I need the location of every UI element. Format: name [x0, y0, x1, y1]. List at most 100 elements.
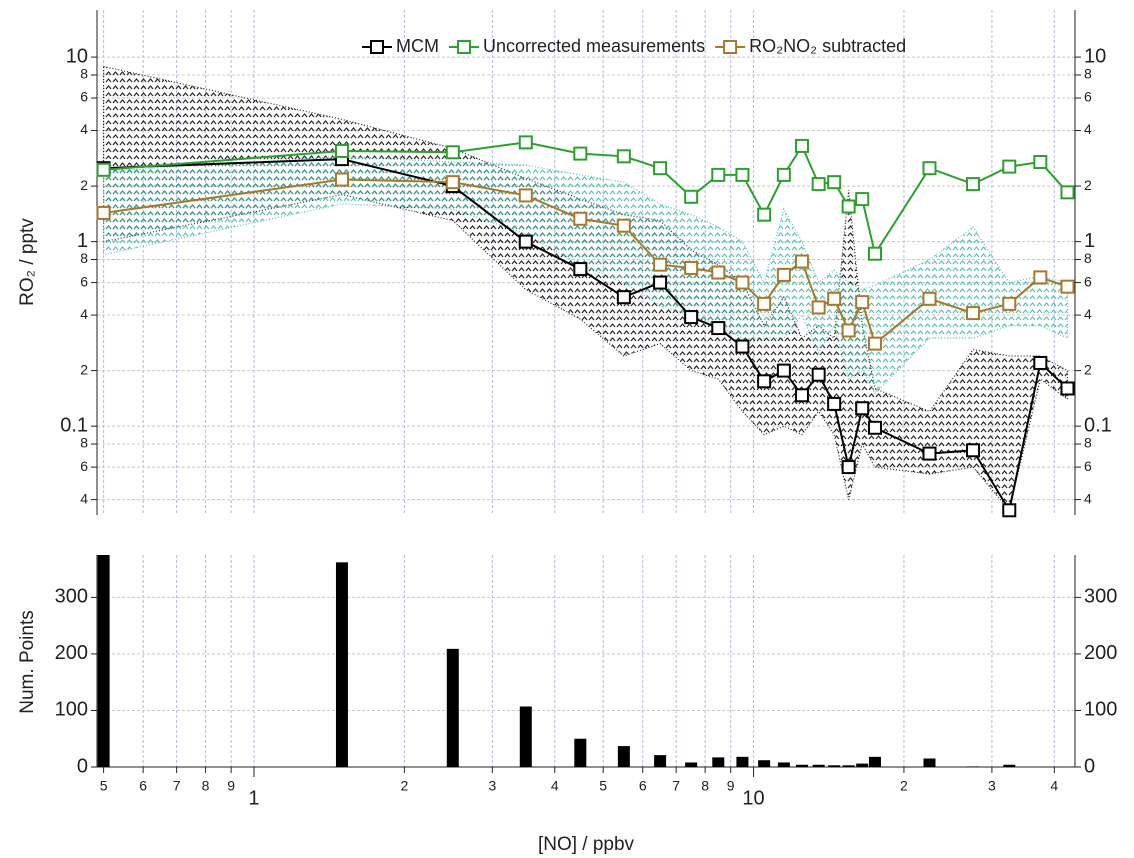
legend-label: MCM	[396, 36, 439, 56]
marker	[776, 267, 791, 282]
marker	[757, 207, 772, 222]
y-axis-title: Num. Points	[17, 610, 38, 713]
x-tick-label: 4	[551, 778, 559, 794]
y-tick-label: 2	[80, 177, 88, 193]
marker	[922, 446, 937, 461]
y-tick-label: 8	[1084, 66, 1092, 82]
y-tick-label: 6	[1084, 273, 1092, 289]
y-tick-label: 4	[1084, 121, 1092, 137]
y-tick-label: 4	[1084, 306, 1092, 322]
x-tick-label: 8	[202, 778, 210, 794]
bar	[868, 756, 881, 767]
marker	[855, 401, 870, 416]
marker	[616, 218, 631, 233]
y-tick-label: 6	[1084, 458, 1092, 474]
y-tick-label: 4	[80, 306, 88, 322]
bar	[574, 738, 587, 767]
x-tick-label: 9	[227, 778, 235, 794]
y-tick-label: 10	[1084, 45, 1106, 67]
marker	[445, 175, 460, 190]
marker	[827, 396, 842, 411]
x-axis-title: [NO] / ppbv	[538, 834, 635, 855]
marker	[616, 290, 631, 305]
y-tick-label: 0	[1084, 755, 1095, 777]
x-tick-label: 5	[100, 778, 108, 794]
bar	[519, 706, 532, 767]
legend-label: Uncorrected measurements	[483, 36, 705, 56]
x-tick-label: 3	[988, 778, 996, 794]
legend-label: RO₂NO₂ subtracted	[749, 36, 906, 56]
marker	[855, 295, 870, 310]
x-tick-label: 2	[400, 778, 408, 794]
y-tick-label: 4	[1084, 490, 1092, 506]
marker	[841, 323, 856, 338]
x-tick-label: 3	[488, 778, 496, 794]
marker	[616, 149, 631, 164]
marker	[811, 367, 826, 382]
marker	[573, 146, 588, 161]
y-tick-label: 1	[77, 230, 88, 252]
y-tick-label: 2	[1084, 361, 1092, 377]
bar	[446, 648, 459, 767]
marker	[1033, 355, 1048, 370]
x-tick-label: 10	[742, 787, 764, 809]
x-tick-label: 7	[672, 778, 680, 794]
x-tick-label: 9	[727, 778, 735, 794]
x-tick-label: 7	[173, 778, 181, 794]
legend-marker	[723, 40, 738, 54]
marker	[867, 246, 882, 261]
y-tick-label: 0.1	[60, 414, 88, 436]
marker	[96, 205, 111, 220]
y-tick-label: 6	[80, 273, 88, 289]
x-tick-label: 5	[599, 778, 607, 794]
marker	[1033, 155, 1048, 170]
bar	[923, 758, 936, 767]
marker	[1002, 503, 1017, 518]
y-axis-title: RO₂ / pptv	[17, 218, 38, 306]
y-tick-label: 0.1	[1084, 414, 1112, 436]
marker	[966, 306, 981, 321]
marker	[711, 265, 726, 280]
x-tick-label: 1	[248, 787, 259, 809]
marker	[445, 145, 460, 160]
bar	[967, 766, 980, 767]
bar	[856, 763, 869, 767]
bar	[712, 757, 725, 767]
marker	[855, 192, 870, 207]
marker	[922, 291, 937, 306]
marker	[518, 135, 533, 150]
y-tick-label: 6	[80, 89, 88, 105]
marker	[867, 420, 882, 435]
marker	[711, 321, 726, 336]
marker	[711, 167, 726, 182]
y-tick-label: 6	[80, 458, 88, 474]
marker	[684, 189, 699, 204]
bar	[617, 746, 630, 767]
bar	[1003, 764, 1016, 767]
marker	[573, 262, 588, 277]
y-tick-label: 0	[77, 755, 88, 777]
marker	[966, 177, 981, 192]
marker	[794, 138, 809, 153]
bar	[654, 755, 667, 767]
bar	[97, 555, 110, 767]
x-tick-label: 8	[701, 778, 709, 794]
bar	[795, 764, 808, 767]
marker	[735, 339, 750, 354]
x-tick-label: 2	[900, 778, 908, 794]
marker	[811, 300, 826, 315]
marker	[966, 443, 981, 458]
bar	[685, 762, 698, 767]
bar	[758, 760, 771, 767]
marker	[1033, 270, 1048, 285]
marker	[757, 374, 772, 389]
marker	[735, 275, 750, 290]
marker	[827, 175, 842, 190]
y-tick-label: 1	[1084, 230, 1095, 252]
y-tick-label: 100	[1084, 699, 1117, 721]
x-tick-label: 4	[1050, 778, 1058, 794]
y-tick-label: 100	[55, 699, 88, 721]
marker	[518, 234, 533, 249]
bar	[828, 765, 841, 767]
y-tick-label: 8	[1084, 435, 1092, 451]
